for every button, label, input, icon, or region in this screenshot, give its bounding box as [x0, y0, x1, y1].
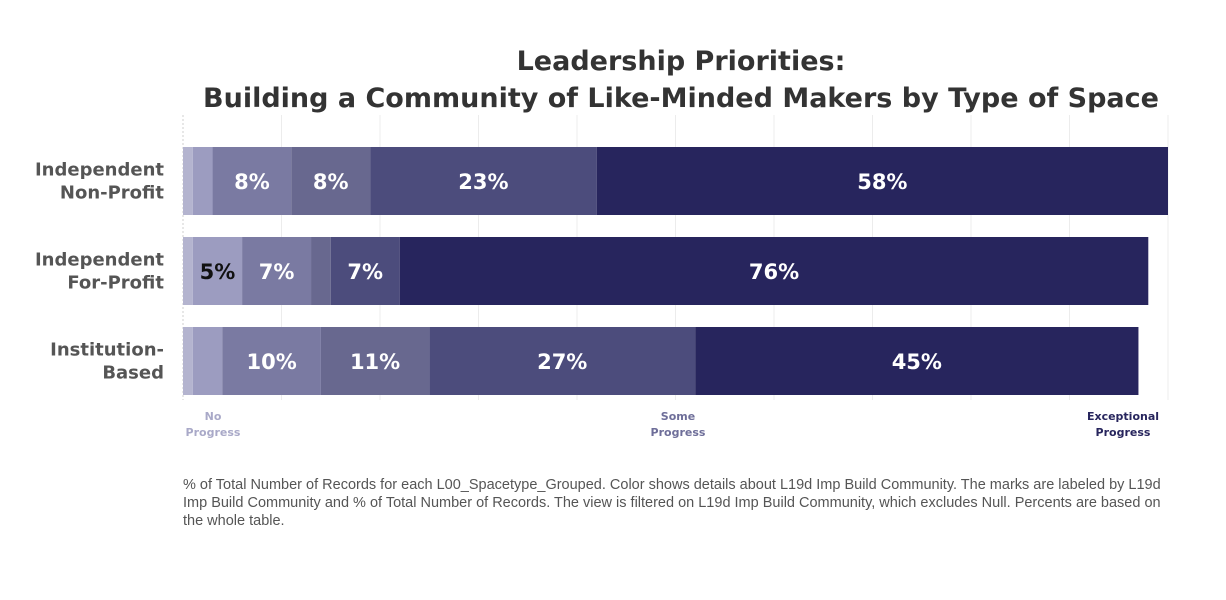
bar-segment — [183, 147, 193, 215]
category-label: Institution- — [50, 340, 164, 361]
data-label: 23% — [458, 170, 508, 194]
data-label: 7% — [259, 260, 295, 284]
scale-labels: No Progress Some Progress Exceptional Progres… — [186, 410, 1159, 439]
data-label: 45% — [892, 350, 942, 374]
category-label: Based — [102, 363, 164, 384]
data-label: 8% — [313, 170, 349, 194]
data-label: 11% — [350, 350, 400, 374]
category-label: Independent — [35, 160, 164, 181]
data-label: 5% — [200, 260, 236, 284]
bar-segment — [291, 147, 371, 215]
scale-label: Exceptional — [1087, 410, 1159, 423]
data-label: 58% — [857, 170, 907, 194]
category-labels: IndependentNon-ProfitIndependentFor-Prof… — [35, 160, 164, 384]
scale-label: Some — [661, 410, 695, 423]
category-label: Non-Profit — [60, 183, 164, 204]
bar-segment — [311, 237, 331, 305]
chart-title: Leadership Priorities: Building a Communi… — [203, 46, 1159, 114]
bar-segment — [370, 147, 597, 215]
bar-segment — [192, 327, 223, 395]
data-label: 76% — [749, 260, 799, 284]
bar-segment — [242, 237, 312, 305]
scale-label: Progress — [1096, 426, 1151, 439]
bar-segment — [183, 327, 193, 395]
chart: Leadership Priorities: Building a Communi… — [35, 46, 1169, 439]
bar-segment — [399, 237, 1149, 305]
bar-segment — [192, 147, 213, 215]
bar-segment — [192, 237, 243, 305]
scale-label: No — [205, 410, 222, 423]
data-label: 10% — [247, 350, 297, 374]
bar-segment — [183, 237, 193, 305]
bar-segment — [695, 327, 1139, 395]
data-label: 8% — [234, 170, 270, 194]
bar-segment — [212, 147, 292, 215]
bars: 8% 8% 23% 58% 5% 7% 7% 76% 10% 11% 27% 45% — [183, 147, 1168, 395]
data-label: 7% — [347, 260, 383, 284]
data-label: 27% — [537, 350, 587, 374]
bar-segment — [429, 327, 696, 395]
bar-segment — [330, 237, 400, 305]
bar-segment — [320, 327, 430, 395]
category-label: Independent — [35, 250, 164, 271]
bar-segment — [222, 327, 321, 395]
scale-label: Progress — [186, 426, 241, 439]
chart-title-line: Leadership Priorities: — [517, 46, 846, 77]
chart-title-line: Building a Community of Like-Minded Make… — [203, 83, 1159, 114]
bar-segment — [596, 147, 1168, 215]
footnote: % of Total Number of Records for each L0… — [183, 477, 1161, 529]
scale-label: Progress — [651, 426, 706, 439]
category-label: For-Profit — [67, 273, 164, 294]
